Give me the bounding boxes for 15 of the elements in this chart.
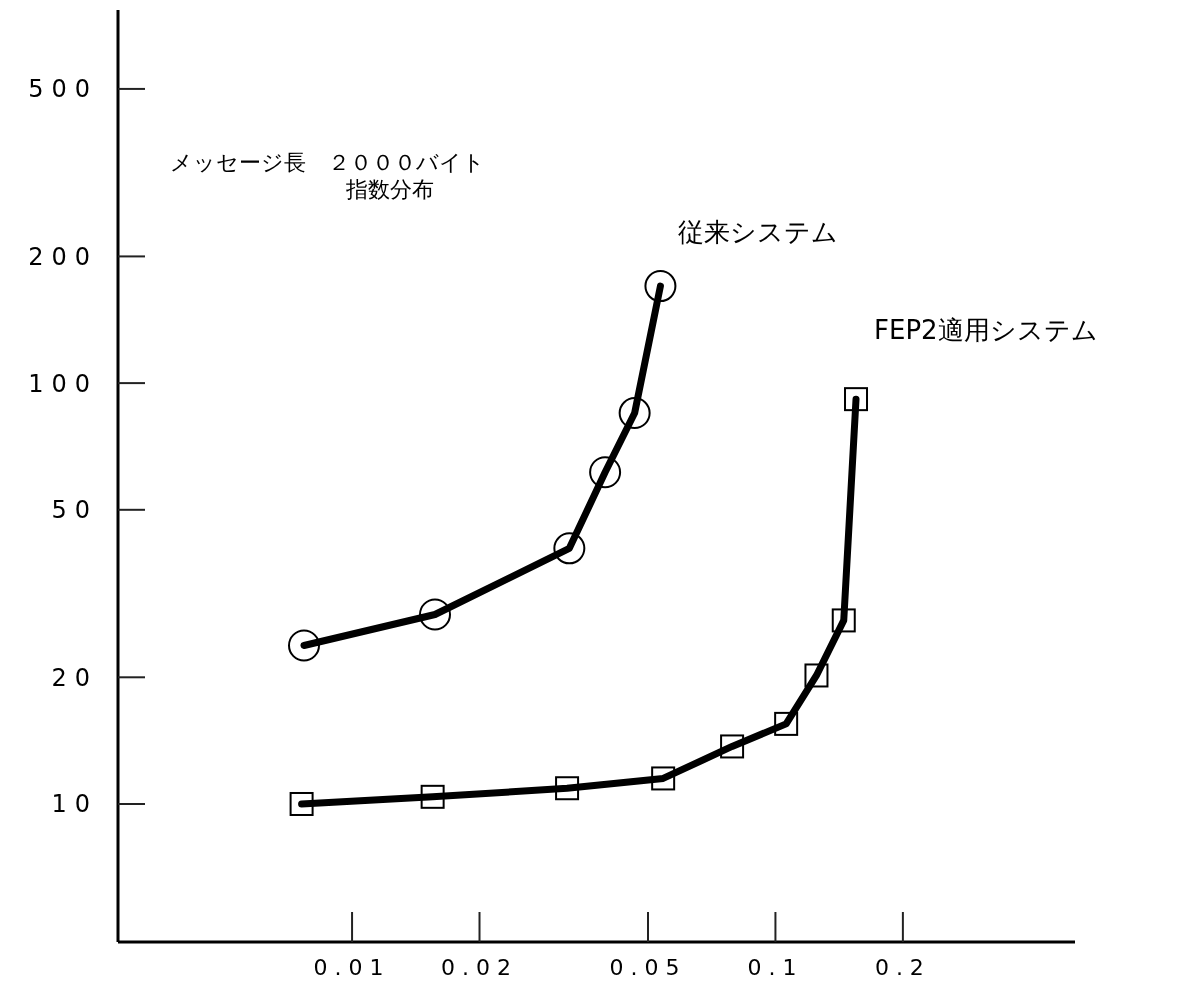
annotation: メッセージ長 ２０００バイト — [170, 150, 485, 175]
y-tick-label: 100 — [28, 369, 98, 398]
x-tick-label: 0.01 — [313, 955, 391, 980]
y-tick-label: 50 — [51, 496, 98, 525]
y-tick-label: 500 — [28, 75, 98, 104]
annotation: 指数分布 — [345, 177, 434, 202]
x-tick-label: 0.05 — [609, 955, 687, 980]
y-tick-label: 10 — [51, 790, 98, 819]
x-tick-label: 0.02 — [441, 955, 518, 980]
series-label: FEP2適用システム — [874, 315, 1098, 346]
x-tick-label: 0.2 — [874, 955, 931, 980]
y-tick-label: 20 — [51, 663, 98, 692]
series-label: 従来システム — [678, 217, 839, 248]
x-tick-label: 0.1 — [747, 955, 804, 980]
y-tick-label: 200 — [28, 242, 98, 271]
